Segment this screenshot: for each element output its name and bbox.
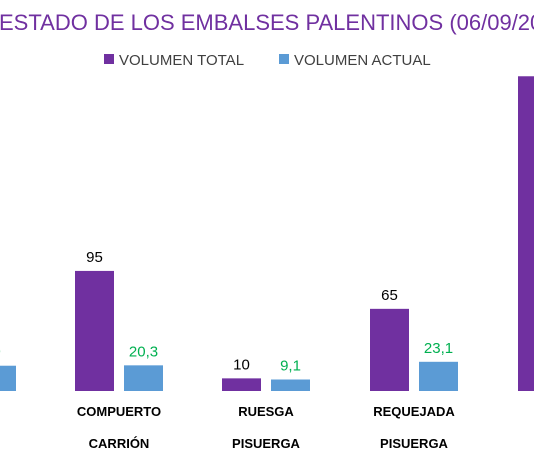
bars <box>0 76 534 391</box>
value-label-total-1: 95 <box>86 249 103 266</box>
legend-label-total: VOLUMEN TOTAL <box>119 52 244 69</box>
bar-total-3 <box>370 308 409 391</box>
category-labels: ONDOCOMPUERTOCARRIÓNRUESGAPISUERGAREQUEJ… <box>77 404 456 451</box>
value-label-actual-3: 23,1 <box>424 340 453 357</box>
value-label-actual-2: 9,1 <box>280 357 301 374</box>
river-label-3: PISUERGA <box>380 436 449 451</box>
river-label-1: CARRIÓN <box>89 436 150 451</box>
bar-actual-1 <box>124 365 163 391</box>
category-label-3: REQUEJADA <box>373 404 455 419</box>
value-label-actual-1: 20,3 <box>129 343 158 360</box>
category-label-1: COMPUERTO <box>77 404 161 419</box>
bar-total-4 <box>518 76 534 391</box>
bar-total-1 <box>75 270 114 391</box>
legend-label-actual: VOLUMEN ACTUAL <box>294 52 431 69</box>
bar-actual-2 <box>271 379 310 391</box>
bar-actual-0 <box>0 365 16 391</box>
chart-title: ESTADO DE LOS EMBALSES PALENTINOS (06/09… <box>0 10 534 35</box>
value-label-total-3: 65 <box>381 287 398 304</box>
value-label-total-2: 10 <box>233 356 250 373</box>
legend-swatch-actual <box>279 54 289 64</box>
category-label-2: RUESGA <box>238 404 294 419</box>
legend: VOLUMEN TOTAL VOLUMEN ACTUAL <box>104 52 431 69</box>
bar-actual-3 <box>419 361 458 391</box>
river-label-2: PISUERGA <box>232 436 301 451</box>
bar-total-2 <box>222 378 261 391</box>
value-label-actual-0: 0 <box>0 344 1 361</box>
legend-swatch-total <box>104 54 114 64</box>
